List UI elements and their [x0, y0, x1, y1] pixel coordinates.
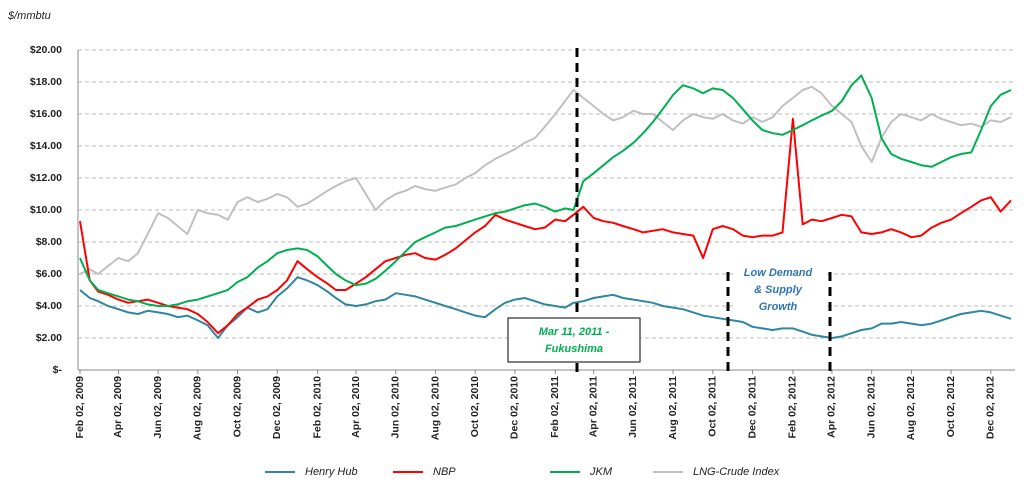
x-tick-label: Oct 02, 2011 [707, 376, 719, 437]
series-line [79, 117, 1012, 335]
x-tick-label: Jun 02, 2010 [390, 376, 402, 439]
y-axis-label: $/mmbtu [7, 10, 51, 22]
y-tick-label: $4.00 [36, 300, 62, 312]
y-tick-label: $10.00 [30, 204, 62, 216]
x-tick-label: Oct 02, 2012 [945, 376, 957, 437]
legend-label: JKM [589, 466, 613, 478]
y-tick-label: $2.00 [36, 332, 62, 344]
x-tick-label: Aug 02, 2011 [667, 376, 679, 440]
x-tick-label: Oct 02, 2009 [231, 376, 243, 437]
x-tick-label: Jun 02, 2011 [627, 376, 639, 438]
x-tick-label: Aug 02, 2009 [192, 376, 204, 440]
x-tick-label: Feb 02, 2010 [311, 376, 323, 439]
x-tick-label: Dec 02, 2010 [509, 376, 521, 439]
x-tick-label: Feb 02, 2009 [74, 376, 86, 439]
legend-label: LNG-Crude Index [693, 466, 780, 478]
x-tick-label: Dec 02, 2009 [271, 376, 283, 439]
annotation-box [507, 317, 641, 363]
legend: Henry Hub NBP JKM LNG-Crude Index [265, 466, 780, 478]
grid: $- $2.00 $4.00 $6.00 $8.00 $10.00 $12.00 $14.00… [30, 44, 1015, 376]
annotation-text: & Supply [754, 284, 803, 296]
series-line [79, 85, 1012, 275]
x-tick-label: Dec 02, 2012 [985, 376, 997, 439]
x-tick-label: Jun 02, 2012 [865, 376, 877, 439]
legend-label: NBP [433, 466, 456, 478]
x-tick-label: Aug 02, 2010 [429, 376, 441, 440]
x-tick-label: Feb 02, 2011 [549, 376, 561, 438]
y-tick-label: $8.00 [36, 236, 62, 248]
series-line [79, 276, 1012, 339]
y-tick-label: $- [53, 364, 63, 376]
y-tick-label: $14.00 [30, 140, 62, 152]
x-tick-label: Apr 02, 2009 [112, 376, 124, 438]
y-tick-label: $20.00 [30, 44, 62, 56]
x-ticks: Feb 02, 2009 Apr 02, 2009 Jun 02, 2009 Aug … [74, 370, 997, 440]
y-tick-label: $18.00 [30, 76, 62, 88]
annotation-background [734, 262, 824, 318]
x-tick-label: Apr 02, 2010 [350, 376, 362, 438]
x-tick-label: Jun 02, 2009 [152, 376, 164, 439]
y-tick-label: $16.00 [30, 108, 62, 120]
legend-label: Henry Hub [305, 466, 358, 478]
plot-area [79, 74, 1012, 339]
x-tick-label: Oct 02, 2010 [469, 376, 481, 437]
y-tick-label: $12.00 [30, 172, 62, 184]
annotation-text: Fukushima [545, 343, 603, 355]
annotation-text: Growth [759, 301, 798, 313]
y-tick-label: $6.00 [36, 268, 62, 280]
x-tick-label: Dec 02, 2011 [746, 376, 758, 439]
x-tick-label: Aug 02, 2012 [905, 376, 917, 440]
annotation-text: Low Demand [744, 267, 813, 279]
series-line [79, 74, 1012, 307]
x-tick-label: Feb 02, 2012 [787, 376, 799, 439]
annotation-text: Mar 11, 2011 - [539, 326, 610, 338]
x-tick-label: Apr 02, 2011 [587, 376, 599, 437]
annotations: Mar 11, 2011 - Fukushima Low Demand & Suppl… [539, 267, 813, 355]
x-tick-label: Apr 02, 2012 [826, 376, 838, 438]
